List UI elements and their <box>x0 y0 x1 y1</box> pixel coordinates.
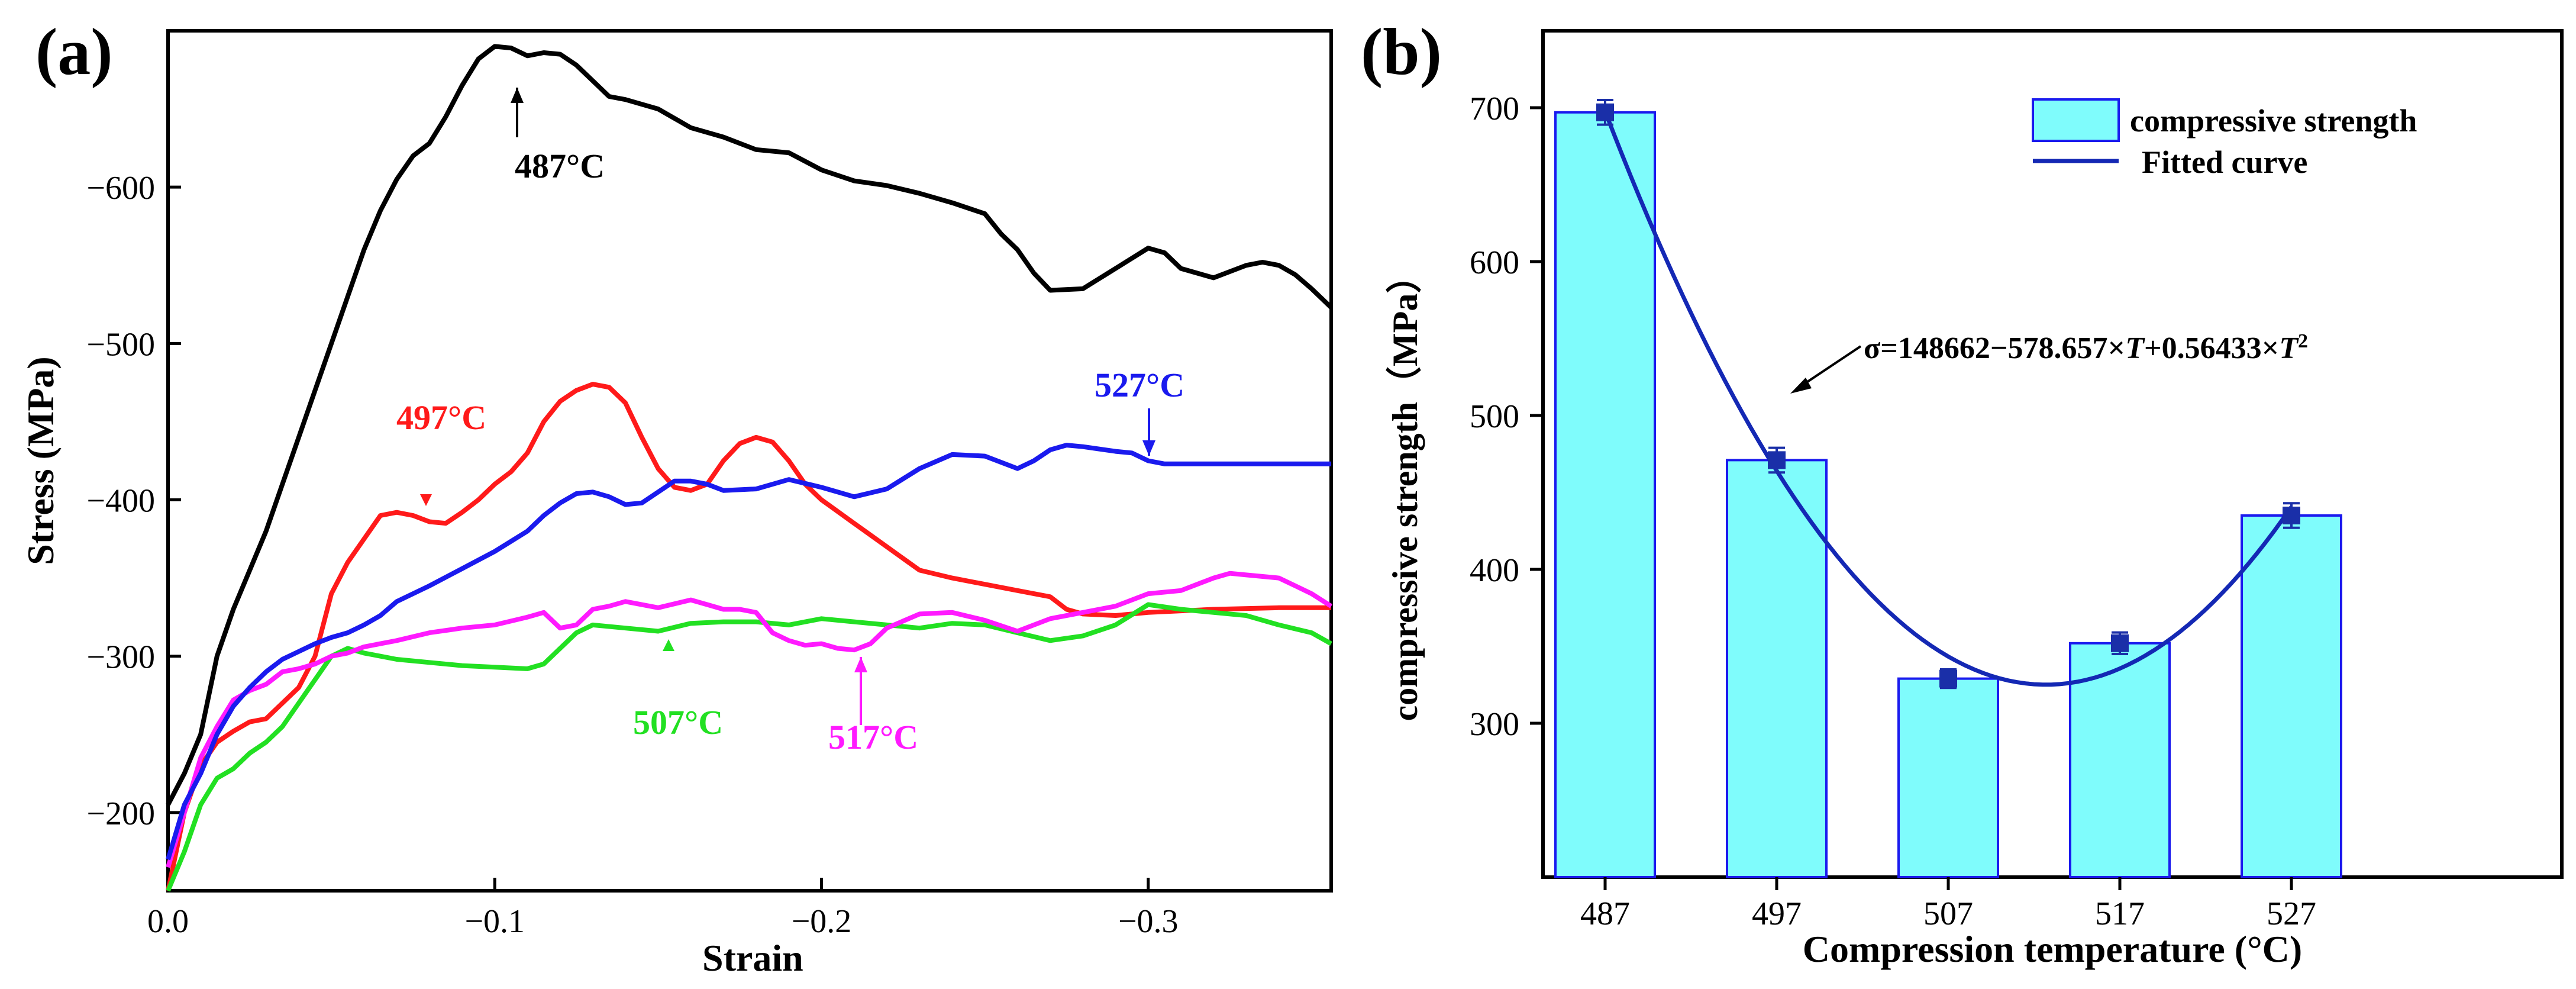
data-point-527 <box>2283 507 2300 524</box>
series-label-487c: 487°C <box>515 147 605 185</box>
fitted-curve <box>1603 110 2293 687</box>
panel-label-a: (a) <box>35 15 113 89</box>
series-label-527c: 527°C <box>1095 366 1184 404</box>
series-label-497c: 497°C <box>396 398 486 437</box>
x-tick-label-b: 507 <box>1923 895 1973 932</box>
equation-part-v1: T <box>2125 331 2145 365</box>
series-line-517c <box>166 571 1333 868</box>
y-tick-label-a: −600 <box>86 170 155 207</box>
y-tick-label-a: −300 <box>86 639 155 676</box>
bar-497 <box>1726 459 1828 878</box>
bar-517 <box>2069 642 2171 879</box>
panel-label-b: (b) <box>1361 15 1442 89</box>
y-tick-label-b: 300 <box>1470 706 1519 743</box>
legend-label-bar: compressive strength <box>2130 103 2417 138</box>
x-tick-label-b: 497 <box>1752 895 1802 932</box>
marker-507 <box>663 639 674 651</box>
equation-part-prefix: σ=148662−578.657× <box>1864 331 2125 365</box>
equation-part-v2: T <box>2279 331 2299 365</box>
y-tick-label-a: −500 <box>86 326 155 363</box>
arrow-517-head <box>854 657 867 672</box>
y-tick-label-b: 400 <box>1470 552 1519 589</box>
equation-part-mid: +0.56433× <box>2144 331 2279 365</box>
bar-487 <box>1554 111 1656 878</box>
plot-frame-b <box>1541 29 2564 879</box>
arrow-527-head <box>1142 440 1155 456</box>
compressive-strength-chart: 487 497 507 517 527 300 400 500 600 700 Compressio… <box>1385 29 2564 970</box>
x-tick-label-a: −0.1 <box>464 903 525 940</box>
y-tick-label-b: 600 <box>1470 244 1519 281</box>
y-tick-label-b: 500 <box>1470 398 1519 435</box>
bar-507 <box>1897 677 1999 878</box>
data-point-497 <box>1768 451 1786 469</box>
series-line-507c <box>166 602 1332 892</box>
arrow-487-head <box>511 88 524 103</box>
x-tick-label-a: −0.3 <box>1118 903 1179 940</box>
x-axis-title-b: Compression temperature (°C) <box>1803 928 2302 970</box>
equation-part-sup: 2 <box>2298 330 2308 352</box>
bar-527 <box>2241 514 2342 878</box>
equation-annotation: σ=148662−578.657×T+0.56433×T2 <box>1864 330 2308 366</box>
marker-497 <box>420 494 432 506</box>
series-line-527c <box>166 443 1331 861</box>
data-point-517 <box>2111 634 2129 652</box>
stress-strain-chart: 0.0 −0.1 −0.2 −0.3 −200 −300 −400 −500 −600 Strai… <box>20 29 1333 979</box>
y-tick-label-a: −200 <box>86 795 155 832</box>
series-label-517c: 517°C <box>828 718 918 756</box>
x-axis-title-a: Strain <box>702 937 803 979</box>
y-axis-title-b: compressive strength（MPa） <box>1385 258 1425 721</box>
series-line-487c <box>166 44 1333 806</box>
x-tick-label-b: 487 <box>1580 895 1630 932</box>
x-tick-label-a: 0.0 <box>147 903 189 940</box>
data-point-507 <box>1939 669 1957 688</box>
data-point-487 <box>1596 103 1614 121</box>
x-tick-label-b: 527 <box>2267 895 2316 932</box>
x-tick-label-a: −0.2 <box>792 903 852 940</box>
legend-swatch-bar <box>2032 98 2120 142</box>
plot-frame-a <box>166 29 1333 893</box>
series-label-507c: 507°C <box>633 703 723 742</box>
equation-arrow-shaft <box>1797 345 1862 389</box>
x-tick-label-b: 517 <box>2095 895 2145 932</box>
legend-label-line: Fitted curve <box>2142 144 2307 180</box>
series-line-497c <box>166 382 1331 891</box>
y-tick-label-b: 700 <box>1470 91 1519 127</box>
y-axis-title-a: Stress (MPa) <box>20 356 62 565</box>
equation-arrow-head <box>1790 378 1812 394</box>
y-tick-label-a: −400 <box>86 483 155 520</box>
